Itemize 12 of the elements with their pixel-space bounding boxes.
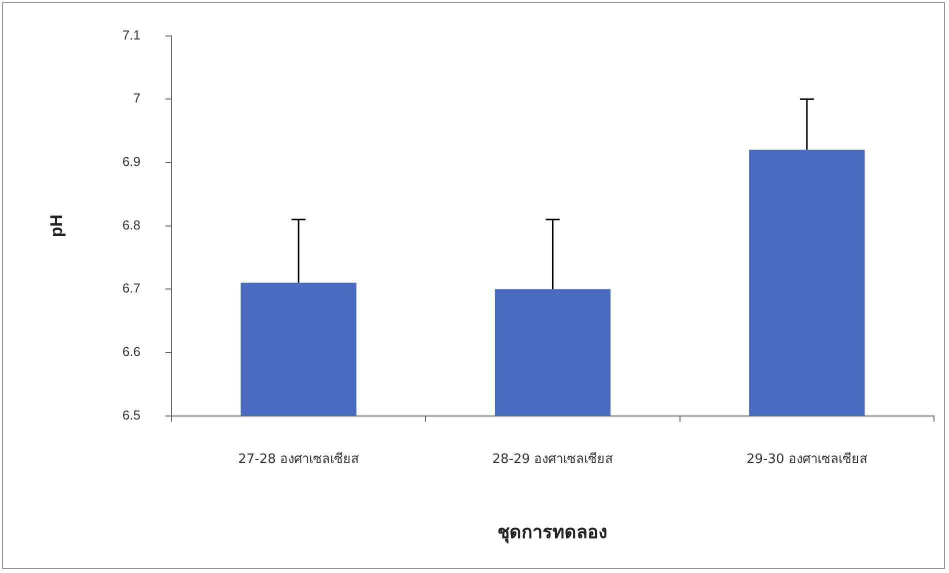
y-tick-label: 6.7: [122, 280, 140, 296]
x-axis-title: ชุดการทดลอง: [498, 522, 608, 544]
y-tick-label: 6.9: [122, 154, 140, 170]
y-tick-label: 7.1: [122, 27, 140, 42]
y-axis-title: pH: [46, 214, 66, 238]
x-tick-label: 28-29 องศาเซลเซียส: [492, 450, 614, 467]
x-tick-label: 27-28 องศาเซลเซียส: [238, 450, 360, 467]
y-tick-label: 6.6: [122, 344, 140, 360]
y-tick-label: 6.8: [122, 217, 140, 232]
x-tick-label: 29-30 องศาเซลเซียส: [746, 450, 868, 467]
y-tick-label: 6.5: [122, 407, 140, 422]
y-tick-label: 7: [133, 90, 140, 106]
